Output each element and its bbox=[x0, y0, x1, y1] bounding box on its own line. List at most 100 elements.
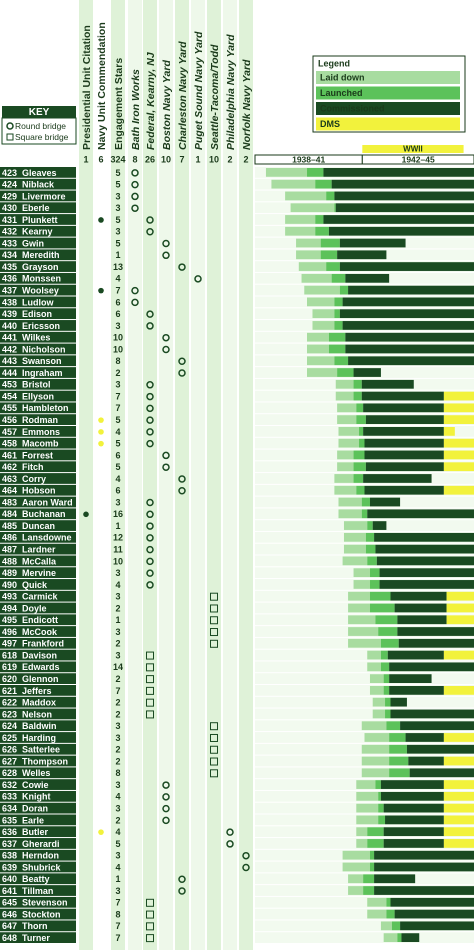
stars: 4 bbox=[115, 827, 120, 837]
hull-number: 496 bbox=[2, 627, 17, 637]
bar-launched bbox=[307, 168, 324, 177]
hull-number: 646 bbox=[2, 909, 17, 919]
stars: 2 bbox=[115, 368, 120, 378]
bar-laid bbox=[353, 580, 370, 589]
war-band bbox=[362, 145, 464, 153]
bar-commissioned bbox=[342, 297, 474, 307]
row-bg bbox=[0, 743, 76, 755]
bar-commissioned bbox=[374, 532, 474, 542]
bar-launched bbox=[315, 215, 324, 224]
legend-swatch bbox=[316, 117, 460, 131]
ship-name: Duncan bbox=[22, 521, 55, 531]
stars: 6 bbox=[115, 309, 120, 319]
builder-square bbox=[146, 675, 154, 684]
bar-laid bbox=[335, 391, 354, 401]
bar-dms bbox=[443, 415, 474, 424]
builder-round bbox=[226, 828, 234, 836]
builder-square bbox=[210, 616, 218, 625]
builder-round bbox=[146, 498, 154, 507]
hull-number: 490 bbox=[2, 580, 17, 590]
bar-commissioned bbox=[389, 686, 444, 695]
hull-number: 620 bbox=[2, 674, 17, 684]
bar-launched bbox=[331, 273, 346, 283]
hull-number: 624 bbox=[2, 721, 17, 731]
builder-round bbox=[162, 345, 170, 354]
stars: 5 bbox=[115, 439, 120, 449]
bar-launched bbox=[353, 474, 364, 483]
row-bg bbox=[0, 602, 76, 614]
stars: 16 bbox=[113, 509, 123, 519]
hull-number: 634 bbox=[2, 803, 17, 813]
row-bg bbox=[0, 732, 76, 743]
hull-number: 633 bbox=[2, 792, 17, 802]
ship-name: Edison bbox=[22, 309, 52, 319]
bar-commissioned bbox=[408, 756, 444, 766]
bar-dms bbox=[443, 803, 474, 813]
stars: 2 bbox=[115, 815, 120, 825]
stars: 3 bbox=[115, 851, 120, 861]
builder-round bbox=[131, 286, 139, 295]
ship-name: Butler bbox=[22, 827, 49, 837]
bar-laid bbox=[356, 815, 379, 825]
bar-commissioned bbox=[363, 403, 444, 413]
bar-launched bbox=[397, 933, 402, 942]
stars: 6 bbox=[115, 450, 120, 460]
row-track bbox=[255, 685, 474, 696]
column-header: Engagement Stars bbox=[113, 58, 125, 150]
bar-laid bbox=[343, 521, 368, 530]
nuc-dot bbox=[98, 287, 104, 294]
bar-laid bbox=[337, 403, 357, 413]
hull-number: 443 bbox=[2, 356, 17, 366]
bar-launched bbox=[380, 662, 390, 672]
bar-commissioned bbox=[345, 273, 390, 283]
builder-round bbox=[146, 310, 154, 318]
row-bg bbox=[0, 861, 76, 873]
bar-commissioned bbox=[375, 544, 474, 554]
row-bg bbox=[0, 590, 76, 602]
column-stripe bbox=[79, 0, 93, 950]
ship-name: Edwards bbox=[22, 662, 60, 672]
hull-number: 621 bbox=[2, 686, 17, 696]
builder-round bbox=[162, 239, 170, 248]
bar-dms bbox=[443, 450, 474, 460]
hull-number: 464 bbox=[2, 486, 17, 496]
column-stripe bbox=[223, 0, 237, 950]
bar-commissioned bbox=[376, 556, 474, 566]
builder-square bbox=[210, 604, 218, 613]
stars: 3 bbox=[115, 191, 120, 201]
ship-name: Ericsson bbox=[22, 321, 60, 331]
hull-number: 487 bbox=[2, 544, 17, 554]
bar-launched bbox=[320, 250, 338, 260]
ship-name: Macomb bbox=[22, 439, 59, 449]
bar-commissioned bbox=[342, 321, 474, 330]
legend-label: Commissioned bbox=[320, 103, 385, 113]
bar-launched bbox=[369, 603, 395, 613]
row-bg bbox=[0, 555, 76, 567]
ship-name: Frankford bbox=[22, 639, 64, 649]
bar-launched bbox=[334, 297, 343, 307]
bar-dms bbox=[443, 791, 474, 801]
stars: 5 bbox=[115, 238, 120, 248]
bar-commissioned bbox=[379, 568, 474, 578]
hull-number: 632 bbox=[2, 780, 17, 790]
bar-laid bbox=[342, 556, 368, 566]
builder-round bbox=[146, 522, 154, 530]
row-bg bbox=[0, 567, 76, 579]
bar-launched bbox=[378, 803, 384, 813]
row-bg bbox=[0, 508, 76, 520]
stars: 2 bbox=[115, 603, 120, 613]
bar-launched bbox=[380, 638, 399, 648]
ship-name: Thorn bbox=[22, 921, 48, 931]
stars: 5 bbox=[115, 462, 120, 472]
stars: 3 bbox=[115, 380, 120, 390]
ship-name: Nelson bbox=[22, 709, 52, 719]
row-bg bbox=[0, 826, 76, 838]
row-bg bbox=[0, 331, 76, 343]
column-stripe bbox=[128, 0, 142, 950]
bar-laid bbox=[372, 709, 386, 719]
builder-square bbox=[210, 757, 218, 766]
bar-commissioned bbox=[405, 733, 444, 742]
period-label: 1938–41 bbox=[292, 154, 325, 164]
bar-launched bbox=[367, 556, 377, 566]
stars: 13 bbox=[113, 262, 123, 272]
